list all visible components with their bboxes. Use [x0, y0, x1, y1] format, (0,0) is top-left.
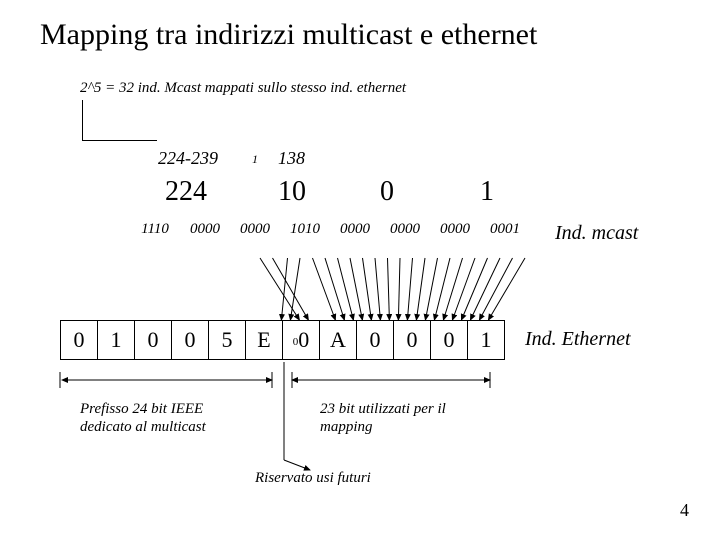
label-ind-mcast: Ind. mcast: [555, 222, 638, 245]
bin-cell: 0001: [480, 221, 530, 238]
bin-cell: 1110: [130, 221, 180, 238]
note-line: mapping: [320, 419, 373, 435]
eth-cell: 5: [208, 320, 246, 360]
connector-h: [82, 140, 157, 141]
eth-cell: 1: [97, 320, 135, 360]
bin-cell: 0000: [180, 221, 230, 238]
label-ind-ethernet: Ind. Ethernet: [525, 328, 631, 351]
page-title: Mapping tra indirizzi multicast e ethern…: [40, 18, 537, 52]
note-prefix: Prefisso 24 bit IEEE dedicato al multica…: [80, 400, 206, 436]
note-line: dedicato al multicast: [80, 419, 206, 435]
dec-a: 224: [165, 176, 207, 208]
eth-cell: 0: [60, 320, 98, 360]
eth-cell: 0: [134, 320, 172, 360]
page-number: 4: [680, 500, 689, 521]
eth-cell: 0: [356, 320, 394, 360]
label-one: 1: [252, 152, 258, 167]
ethernet-row: 01005E00A0001: [60, 320, 505, 360]
dec-b: 10: [278, 176, 306, 208]
eth-cell: 0: [430, 320, 468, 360]
label-138: 138: [278, 148, 305, 169]
bin-cell: 0000: [430, 221, 480, 238]
eth-cell: 0: [393, 320, 431, 360]
note-mapping: 23 bit utilizzati per il mapping: [320, 400, 446, 436]
label-range: 224-239: [158, 148, 218, 169]
bin-cell: 0000: [330, 221, 380, 238]
eth-cell-split: 00: [282, 320, 320, 360]
dec-d: 1: [480, 176, 494, 208]
bin-cell: 1010: [280, 221, 330, 238]
bin-cell: 0000: [380, 221, 430, 238]
connector-v: [82, 100, 83, 140]
dec-c: 0: [380, 176, 394, 208]
footer-text: Riservato usi futuri: [255, 470, 371, 487]
eth-cell: A: [319, 320, 357, 360]
eth-cell: E: [245, 320, 283, 360]
note-line: 23 bit utilizzati per il: [320, 401, 446, 417]
bin-cell: 0000: [230, 221, 280, 238]
binary-row: 11100000000010100000000000000001: [130, 220, 530, 238]
eth-cell: 0: [171, 320, 209, 360]
eth-cell: 1: [467, 320, 505, 360]
note-line: Prefisso 24 bit IEEE: [80, 401, 203, 417]
subtitle: 2^5 = 32 ind. Mcast mappati sullo stesso…: [80, 80, 406, 97]
